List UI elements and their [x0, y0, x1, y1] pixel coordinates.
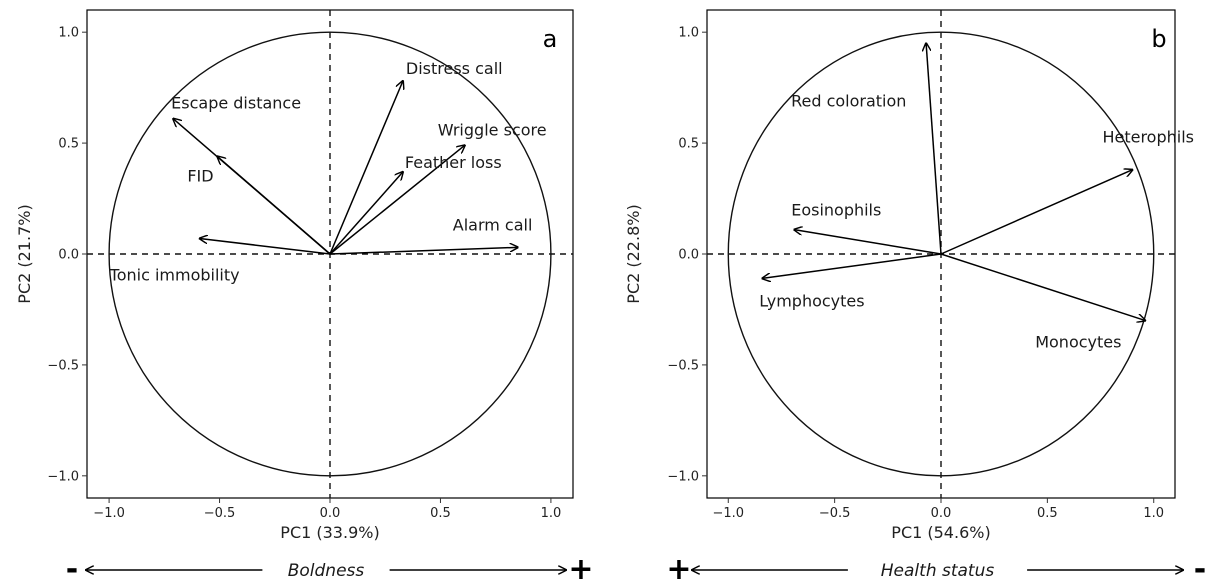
panel-letter: b [1151, 25, 1166, 53]
bottom-axis-left-sign: - [66, 552, 78, 586]
x-tick-label: −1.0 [712, 506, 744, 521]
y-tick-label: −1.0 [47, 469, 79, 484]
loading-arrow [940, 170, 1132, 255]
loading-arrow [217, 156, 331, 255]
y-tick-label: −0.5 [47, 358, 79, 373]
loading-label: Monocytes [1035, 333, 1121, 352]
loading-label: FID [187, 166, 213, 185]
x-tick-label: −1.0 [93, 506, 125, 521]
x-tick-label: −0.5 [819, 506, 851, 521]
bottom-axis-right-sign: - [1194, 552, 1206, 586]
loading-label: Escape distance [171, 94, 301, 113]
loading-label: Feather loss [405, 153, 502, 172]
loading-arrow [794, 230, 942, 255]
y-tick-label: 0.0 [58, 248, 79, 263]
y-tick-label: −0.5 [667, 358, 699, 373]
x-tick-label: 1.0 [541, 506, 562, 521]
panel-letter: a [543, 25, 558, 53]
loading-label: Eosinophils [791, 201, 881, 220]
loading-arrow [762, 253, 942, 278]
loading-arrow [940, 253, 1145, 321]
loading-label: Distress call [406, 59, 503, 78]
y-tick-label: 0.5 [678, 137, 699, 152]
x-tick-label: 0.5 [430, 506, 451, 521]
loading-arrow [926, 43, 942, 255]
x-tick-label: 0.5 [1037, 506, 1058, 521]
bottom-axis-label: Health status [881, 561, 995, 581]
loading-label: Heterophils [1102, 128, 1194, 147]
x-tick-label: 1.0 [1143, 506, 1164, 521]
bottom-axis-label: Boldness [288, 561, 365, 581]
panel-a: −1.0 −1.0 −0.5 −0.5 0.0 0.0 0.5 0.5 1.0 1.0 PC1 (3… [15, 9, 594, 586]
loading-arrow [329, 172, 403, 255]
loading-arrow [329, 145, 465, 255]
y-tick-label: 0.0 [678, 248, 699, 263]
loading-label: Tonic immobility [109, 265, 240, 284]
x-tick-label: 0.0 [320, 506, 341, 521]
panel-b: −1.0 −1.0 −0.5 −0.5 0.0 0.0 0.5 0.5 1.0 1.0 PC1 (5… [624, 9, 1206, 586]
x-tick-label: 0.0 [931, 506, 952, 521]
loading-arrow [329, 247, 518, 255]
loading-arrow [329, 81, 403, 255]
y-tick-label: 1.0 [58, 26, 79, 41]
bottom-axis-left-sign: + [666, 552, 691, 586]
x-axis-label: PC1 (33.9%) [280, 523, 379, 542]
y-axis-label: PC2 (21.7%) [15, 204, 34, 303]
x-tick-label: −0.5 [204, 506, 236, 521]
y-tick-label: 1.0 [678, 26, 699, 41]
bottom-axis-right-sign: + [568, 552, 593, 586]
y-axis-label: PC2 (22.8%) [624, 204, 643, 303]
loading-arrow [200, 238, 331, 255]
loading-label: Lymphocytes [759, 291, 864, 310]
loading-label: Red coloration [791, 91, 906, 110]
y-tick-label: 0.5 [58, 137, 79, 152]
loading-label: Alarm call [453, 215, 533, 234]
loading-label: Wriggle score [438, 120, 547, 139]
x-axis-label: PC1 (54.6%) [891, 523, 990, 542]
y-tick-label: −1.0 [667, 469, 699, 484]
